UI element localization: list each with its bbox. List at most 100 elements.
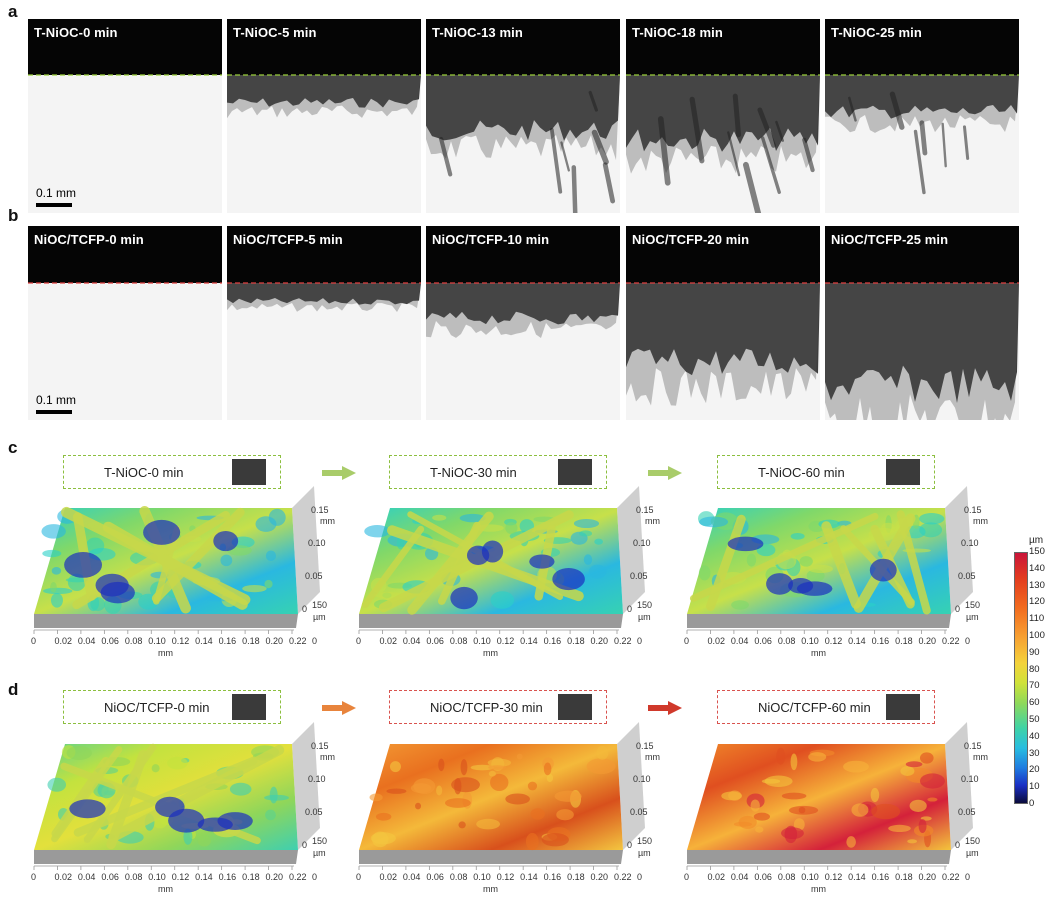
z-axis-unit: µm [313, 848, 326, 858]
y-tick-label: 0.15 [964, 505, 982, 515]
x-tick-label: 0.04 [402, 872, 421, 882]
condition-label: NiOC/TCFP-0 min [104, 699, 210, 715]
x-tick-label: 0 [31, 872, 37, 882]
colorbar-unit: µm [1029, 535, 1044, 546]
colorbar-tick: 50 [1029, 714, 1040, 725]
colorbar-tick: 90 [1029, 646, 1040, 658]
micrograph-a-4: T-NiOC-25 min [825, 19, 1019, 213]
z-tick-label: 150 [965, 836, 981, 846]
y-tick-label: 0.05 [305, 807, 323, 817]
x-tick-label: 0.06 [426, 872, 444, 882]
z-tick-label: 150 [637, 600, 653, 610]
x-tick-label: 0.06 [426, 636, 444, 646]
x-tick-label: 0.20 [590, 636, 609, 646]
y-axis-unit: mm [973, 516, 988, 526]
x-axis-unit: mm [483, 884, 498, 894]
surface-map [33, 486, 320, 634]
z-axis-unit: µm [313, 612, 326, 622]
z-tick-label: 150 [637, 836, 653, 846]
x-tick-label: 0.14 [848, 636, 866, 646]
z-tick-label: 150 [312, 836, 328, 846]
x-tick-label: 0.20 [265, 872, 284, 882]
colorbar-tick: 60 [1029, 697, 1040, 709]
condition-label: T-NiOC-60 min [758, 464, 845, 480]
y-tick-label: 0.10 [308, 774, 326, 784]
x-tick-label: 0.02 [379, 636, 397, 646]
x-tick-label: 0.04 [730, 636, 749, 646]
x-tick-label: 0.18 [567, 872, 585, 882]
colorbar-tick: 120 [1029, 596, 1045, 608]
x-tick-label: 0.18 [895, 636, 913, 646]
colorbar-tick: 100 [1029, 630, 1045, 641]
micrograph-b-1: NiOC/TCFP-5 min [227, 226, 421, 420]
micrograph-b-3: NiOC/TCFP-20 min [626, 226, 820, 420]
x-tick-label: 0.08 [124, 872, 143, 882]
y-tick-label: 0.15 [636, 741, 654, 751]
z-tick-label: 0 [637, 872, 643, 882]
x-tick-label: 0.18 [567, 636, 585, 646]
x-tick-label: 0.06 [754, 872, 772, 882]
sample-photo [232, 459, 266, 485]
x-tick-label: 0.22 [942, 636, 960, 646]
micrograph-label: NiOC/TCFP-5 min [233, 232, 343, 247]
x-tick-label: 0.16 [218, 636, 237, 646]
x-tick-label: 0.18 [895, 872, 913, 882]
x-axis-unit: mm [811, 884, 826, 894]
x-tick-label: 0.16 [543, 872, 562, 882]
x-tick-label: 0.06 [101, 872, 119, 882]
x-tick-label: 0 [356, 872, 362, 882]
colorbar-tick: 40 [1029, 730, 1040, 742]
colorbar-tick: 80 [1029, 663, 1040, 675]
condition-box-d-2: NiOC/TCFP-60 min [717, 690, 935, 724]
y-tick-label: 0.05 [305, 571, 323, 581]
y-tick-label: 0.15 [311, 505, 329, 515]
x-tick-label: 0.02 [54, 636, 72, 646]
z-tick-label: 150 [965, 600, 981, 610]
x-tick-label: 0.08 [449, 872, 468, 882]
colorbar-tick: 30 [1029, 747, 1040, 759]
colorbar-tick: 0 [1029, 798, 1035, 809]
colorbar-tick: 140 [1029, 562, 1045, 574]
colorbar-tick: 20 [1029, 764, 1040, 776]
x-tick-label: 0.22 [289, 872, 307, 882]
x-tick-label: 0.04 [730, 872, 749, 882]
y-axis-unit: mm [320, 516, 335, 526]
micrograph-label: NiOC/TCFP-20 min [632, 232, 750, 247]
micrograph-a-1: T-NiOC-5 min [227, 19, 421, 213]
x-axis-unit: mm [158, 648, 173, 658]
z-tick-label: 0 [312, 872, 318, 882]
z-axis-unit: µm [966, 848, 979, 858]
colorbar [1014, 552, 1028, 804]
arrow-icon [648, 701, 682, 715]
y-tick-label: 0.05 [630, 807, 648, 817]
x-axis-unit: mm [811, 648, 826, 658]
x-tick-label: 0.20 [918, 636, 937, 646]
sample-photo [558, 694, 592, 720]
x-tick-label: 0.12 [824, 872, 843, 882]
x-tick-label: 0.04 [77, 636, 96, 646]
x-tick-label: 0.12 [496, 636, 515, 646]
y-axis-unit: mm [645, 752, 660, 762]
x-tick-label: 0.04 [77, 872, 96, 882]
x-tick-label: 0.10 [801, 636, 819, 646]
x-tick-label: 0 [684, 872, 690, 882]
z-axis-unit: µm [638, 848, 651, 858]
colorbar-tick: 10 [1029, 781, 1040, 793]
x-tick-label: 0 [356, 636, 362, 646]
arrow-icon [322, 701, 356, 715]
x-tick-label: 0.10 [801, 872, 819, 882]
x-tick-label: 0.12 [171, 636, 190, 646]
x-tick-label: 0.18 [242, 636, 260, 646]
micrograph-label: NiOC/TCFP-0 min [34, 232, 144, 247]
y-axis-unit: mm [973, 752, 988, 762]
micrograph-label: T-NiOC-13 min [432, 25, 523, 40]
condition-label: NiOC/TCFP-30 min [430, 699, 543, 715]
panel-label-b: b [8, 206, 19, 225]
x-tick-label: 0 [31, 636, 37, 646]
x-tick-label: 0.22 [942, 872, 960, 882]
condition-box-c-0: T-NiOC-0 min [63, 455, 281, 489]
condition-box-c-1: T-NiOC-30 min [389, 455, 607, 489]
x-tick-label: 0.08 [777, 636, 796, 646]
y-tick-label: 0.15 [964, 741, 982, 751]
y-tick-label: 0 [955, 604, 961, 614]
